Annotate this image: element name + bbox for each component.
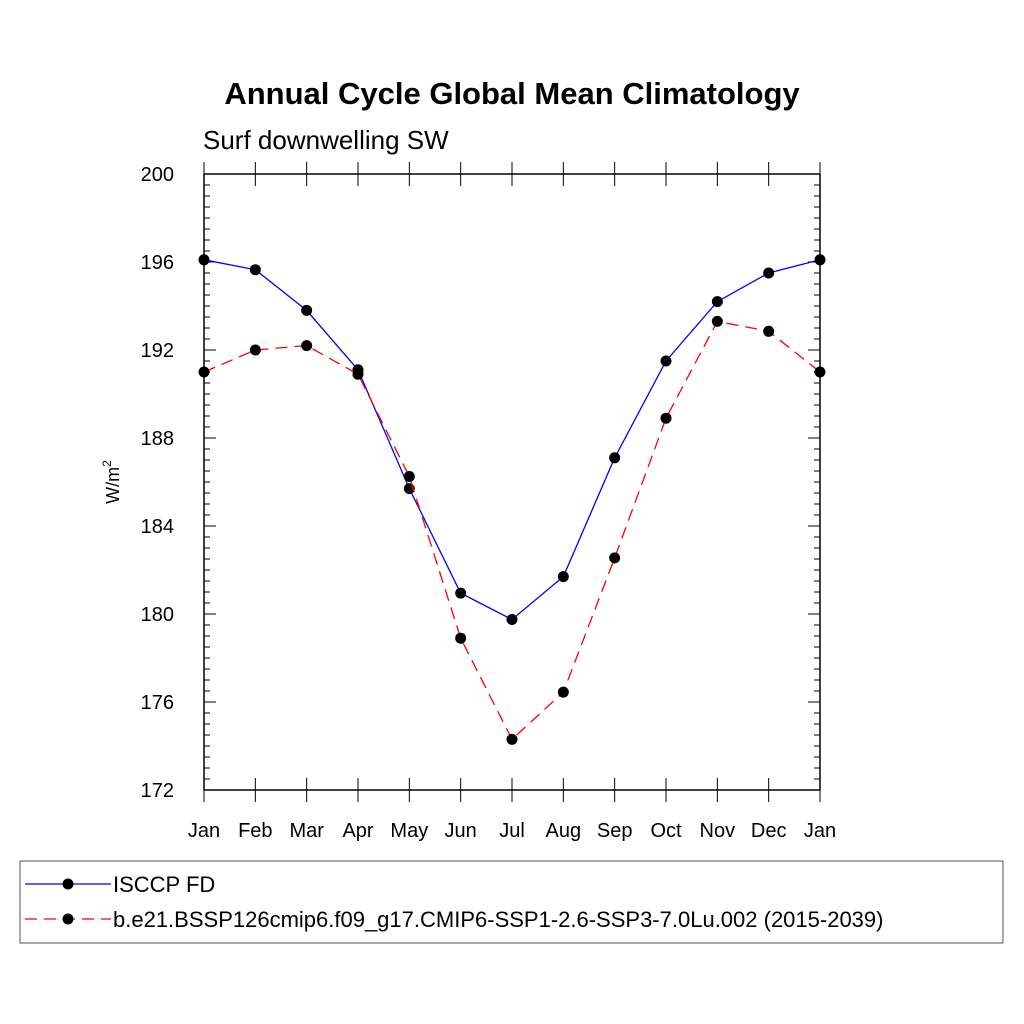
data-point bbox=[763, 325, 775, 337]
data-point bbox=[198, 366, 210, 378]
y-tick-label: 172 bbox=[141, 780, 174, 802]
legend-marker bbox=[62, 878, 74, 890]
x-tick-label: Jul bbox=[499, 820, 525, 842]
data-point bbox=[506, 614, 518, 625]
chart-subtitle: Surf downwelling SW bbox=[203, 125, 449, 155]
y-axis-label-text: W/m bbox=[103, 467, 123, 504]
data-point bbox=[249, 344, 261, 356]
data-point bbox=[711, 315, 723, 327]
axis-ticks: 172 176 180 184 188 192 196 200 Jan Feb Mar Apr May J… bbox=[141, 162, 836, 842]
series-line bbox=[203, 259, 821, 621]
x-tick-label: Dec bbox=[751, 820, 787, 842]
series-group bbox=[198, 254, 826, 745]
svg-text:W/m2: W/m2 bbox=[100, 460, 123, 504]
data-point bbox=[660, 355, 672, 367]
y-tick-label: 184 bbox=[141, 516, 174, 538]
x-tick-label: Jan bbox=[188, 820, 220, 842]
series-line bbox=[203, 320, 821, 741]
x-tick-label: Jun bbox=[445, 820, 477, 842]
data-point bbox=[609, 452, 621, 464]
data-point bbox=[711, 296, 723, 308]
x-tick-label: Oct bbox=[650, 820, 682, 842]
legend-item: b.e21.BSSP126cmip6.f09_g17.CMIP6-SSP1-2.… bbox=[25, 907, 883, 932]
x-tick-label: Feb bbox=[238, 820, 272, 842]
data-point bbox=[609, 552, 621, 564]
data-point bbox=[660, 412, 672, 424]
data-point bbox=[352, 368, 364, 380]
data-point bbox=[455, 587, 467, 599]
y-axis-label-superscript: 2 bbox=[100, 460, 114, 467]
data-point bbox=[403, 471, 415, 482]
data-point bbox=[301, 340, 313, 352]
x-tick-label: May bbox=[390, 820, 428, 842]
series-2 bbox=[198, 315, 826, 745]
legend-box bbox=[19, 860, 1004, 944]
legend: ISCCP FD b.e21.BSSP126cmip6.f09_g17.CMIP6… bbox=[19, 860, 1004, 944]
data-point bbox=[455, 632, 467, 644]
y-tick-label: 200 bbox=[141, 164, 174, 186]
y-tick-label: 176 bbox=[141, 692, 174, 714]
data-point bbox=[814, 366, 826, 378]
data-point bbox=[557, 686, 569, 698]
data-point bbox=[198, 254, 210, 266]
y-tick-label: 180 bbox=[141, 604, 174, 626]
y-tick-label: 188 bbox=[141, 428, 174, 450]
x-tick-label: Jan bbox=[804, 820, 836, 842]
x-tick-label: Mar bbox=[289, 820, 324, 842]
y-axis-label: W/m2 bbox=[100, 460, 123, 504]
legend-label: ISCCP FD bbox=[113, 872, 215, 897]
data-point bbox=[814, 254, 826, 266]
legend-marker bbox=[62, 913, 74, 925]
x-tick-label: Apr bbox=[342, 820, 373, 842]
data-point bbox=[557, 571, 569, 583]
data-point bbox=[506, 733, 518, 745]
y-tick-label: 192 bbox=[141, 340, 174, 362]
series-1 bbox=[198, 254, 826, 625]
x-tick-label: Nov bbox=[700, 820, 736, 842]
legend-label: b.e21.BSSP126cmip6.f09_g17.CMIP6-SSP1-2.… bbox=[113, 907, 883, 932]
x-tick-label: Aug bbox=[546, 820, 582, 842]
chart-title: Annual Cycle Global Mean Climatology bbox=[224, 76, 800, 111]
y-tick-label: 196 bbox=[141, 252, 174, 274]
data-point bbox=[249, 264, 261, 276]
plot-frame bbox=[203, 173, 821, 791]
data-point bbox=[763, 267, 775, 279]
x-tick-label: Sep bbox=[597, 820, 633, 842]
data-point bbox=[301, 304, 313, 316]
legend-item: ISCCP FD bbox=[25, 872, 215, 897]
